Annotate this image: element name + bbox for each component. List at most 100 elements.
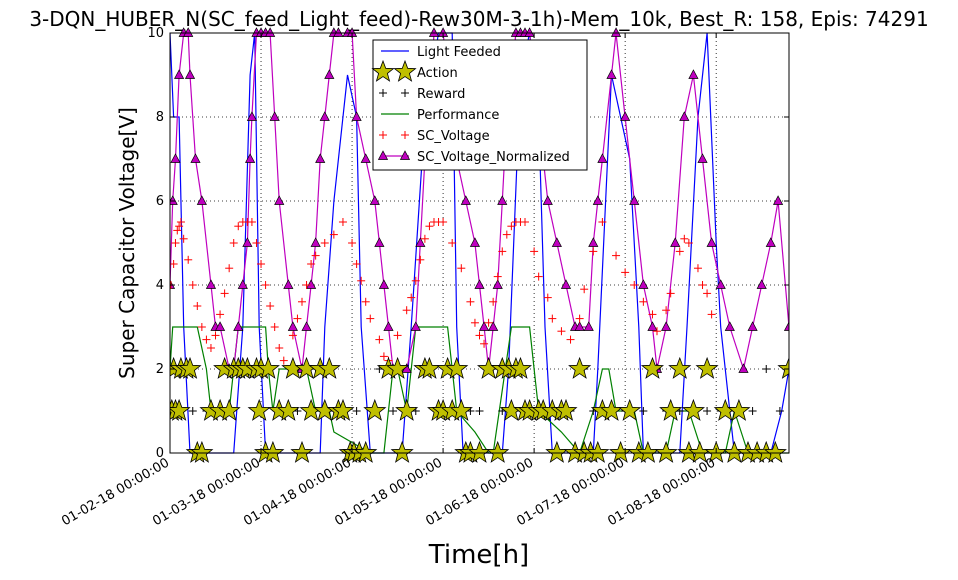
sc-voltage-normalized-point: [306, 279, 317, 289]
sc-voltage-normalized-point: [265, 27, 276, 37]
sc-voltage-normalized-point: [574, 321, 585, 331]
x-axis-label: Time[h]: [428, 540, 529, 570]
sc-voltage-normalized-point: [242, 237, 253, 247]
sc-voltage-normalized-point: [610, 27, 622, 37]
action-point: [261, 440, 285, 463]
action-point: [385, 356, 410, 379]
sc-voltage-point: [498, 247, 507, 256]
sc-voltage-normalized-point: [374, 237, 385, 247]
sc-voltage-point: [188, 281, 197, 289]
sc-voltage-normalized-point: [233, 321, 244, 331]
legend-label: SC_Voltage_Normalized: [417, 150, 570, 165]
sc-voltage-point: [348, 239, 357, 247]
action-point: [363, 398, 387, 421]
legend: Light Feeded Action Reward Performance SC_Vo…: [371, 39, 588, 171]
sc-voltage-normalized-point: [378, 279, 390, 289]
sc-voltage-point: [257, 260, 266, 268]
sc-voltage-point: [521, 218, 530, 226]
sc-voltage-normalized-point: [560, 279, 572, 289]
sc-voltage-point: [493, 272, 502, 281]
legend-marker: [377, 150, 389, 160]
y-axis-label: Super Capacitor Voltage[V]: [115, 107, 139, 379]
sc-voltage-point: [470, 318, 479, 327]
sc-voltage-point: [211, 331, 220, 340]
sc-voltage-point: [639, 297, 648, 306]
sc-voltage-normalized-point: [333, 27, 344, 37]
sc-voltage-point: [366, 314, 375, 323]
sc-voltage-point: [575, 314, 584, 323]
sc-voltage-point: [548, 314, 557, 323]
legend-marker: [371, 59, 395, 82]
sc-voltage-normalized-point: [410, 321, 421, 331]
reward-point: [775, 407, 784, 415]
sc-voltage-normalized-point: [246, 111, 258, 121]
legend-marker: [379, 131, 387, 139]
sc-voltage-point: [293, 314, 302, 323]
sc-voltage-point: [425, 222, 434, 231]
legend-label: Action: [417, 66, 458, 81]
y-tick-label: 0: [156, 446, 164, 461]
sc-voltage-point: [307, 260, 316, 268]
sc-voltage-point: [220, 289, 229, 298]
sc-voltage-point: [598, 218, 607, 226]
sc-voltage-point: [171, 239, 180, 247]
sc-voltage-normalized-point: [324, 69, 335, 79]
sc-voltage-normalized-point: [629, 195, 640, 205]
sc-voltage-point: [320, 239, 329, 247]
action-point: [445, 356, 469, 379]
legend-label: Performance: [417, 108, 499, 123]
sc-voltage-normalized-point: [174, 69, 185, 79]
sc-voltage-point: [279, 356, 288, 365]
sc-voltage-normalized-point: [697, 153, 708, 163]
sc-voltage-normalized-point: [245, 153, 256, 163]
reward-point: [389, 407, 398, 415]
reward-point: [748, 407, 757, 415]
action-point: [668, 356, 692, 379]
sc-voltage-normalized-point: [205, 279, 217, 289]
action-point: [508, 356, 532, 379]
y-tick-label: 4: [156, 278, 164, 293]
action-point: [178, 356, 202, 379]
sc-voltage-point: [480, 339, 489, 348]
reward-point: [703, 407, 712, 415]
reward-point: [352, 407, 361, 415]
sc-voltage-normalized-point: [369, 195, 380, 205]
sc-voltage-normalized-point: [542, 195, 553, 205]
sc-voltage-normalized-point: [237, 279, 248, 289]
sc-voltage-normalized-point: [315, 153, 326, 163]
legend-label: Light Feeded: [417, 45, 501, 60]
series-action: [170, 356, 789, 463]
sc-voltage-point: [411, 276, 420, 285]
sc-voltage-normalized-point: [497, 195, 508, 205]
sc-voltage-normalized-point: [383, 321, 394, 331]
sc-voltage-normalized-point: [492, 279, 503, 289]
y-tick-label: 10: [147, 26, 164, 41]
legend-marker: [399, 150, 411, 160]
sc-voltage-point: [379, 352, 388, 361]
action-point: [449, 398, 473, 421]
sc-voltage-point: [543, 293, 552, 302]
sc-voltage-normalized-point: [647, 321, 658, 331]
sc-voltage-normalized-point: [592, 195, 603, 205]
legend-item-performance: Performance: [381, 108, 499, 123]
action-point: [317, 356, 341, 379]
legend-box: [372, 39, 588, 171]
sc-voltage-normalized-point: [283, 279, 294, 289]
sc-voltage-normalized-point: [524, 27, 535, 37]
sc-voltage-point: [502, 230, 511, 239]
sc-voltage-normalized-point: [783, 321, 789, 331]
action-point: [395, 398, 419, 421]
sc-voltage-point: [416, 255, 425, 264]
action-point: [640, 356, 665, 379]
sc-voltage-point: [703, 289, 712, 298]
sc-voltage-normalized-point: [287, 321, 298, 331]
sc-voltage-point: [352, 260, 361, 268]
sc-voltage-point: [566, 335, 575, 344]
sc-voltage-point: [612, 251, 621, 260]
sc-voltage-normalized-point: [360, 153, 371, 163]
sc-voltage-normalized-point: [214, 321, 226, 331]
y-tick-label: 6: [156, 194, 164, 209]
sc-voltage-point: [297, 297, 306, 306]
legend-item-light-feeded: Light Feeded: [381, 45, 501, 60]
sc-voltage-point: [179, 234, 188, 243]
